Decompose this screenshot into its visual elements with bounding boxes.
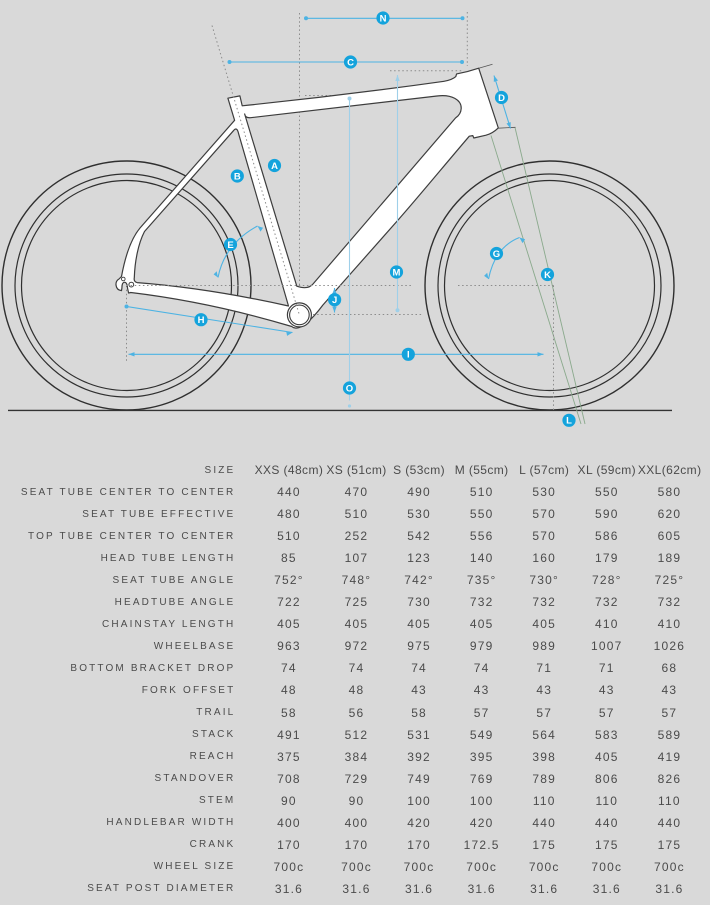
svg-text:D: D — [498, 93, 505, 104]
svg-text:A: A — [271, 161, 278, 172]
svg-text:H: H — [198, 315, 205, 326]
svg-text:E: E — [227, 240, 233, 251]
svg-text:O: O — [346, 383, 353, 394]
svg-text:B: B — [234, 171, 241, 182]
svg-text:J: J — [332, 295, 337, 306]
svg-text:G: G — [493, 249, 500, 260]
svg-text:L: L — [566, 416, 572, 427]
svg-text:C: C — [347, 57, 354, 68]
svg-text:M: M — [393, 267, 401, 278]
svg-text:N: N — [380, 13, 387, 24]
svg-text:K: K — [544, 270, 551, 281]
svg-text:I: I — [407, 350, 410, 361]
